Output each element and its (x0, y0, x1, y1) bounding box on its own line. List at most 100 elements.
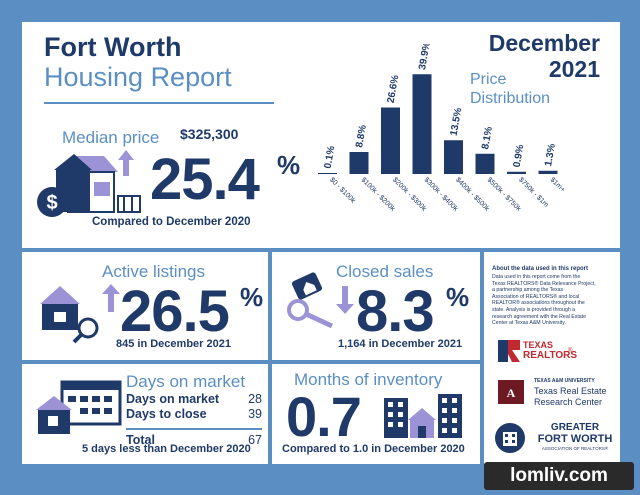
gfw-building-icon (495, 423, 525, 453)
category-tick-label: $0 - $100k (328, 176, 357, 205)
tamu-logo: A TEXAS A&M UNIVERSITY Texas Real Estate… (498, 378, 618, 408)
report-city-title: Fort Worth (44, 32, 182, 62)
active-listings-change: 26.5 (120, 279, 230, 344)
svg-text:A: A (507, 386, 516, 400)
dom-total-label: Total (126, 433, 155, 447)
price-bar (538, 170, 558, 174)
months-inventory-label: Months of inventory (294, 370, 443, 389)
bar-value-label: 26.6% (386, 74, 402, 104)
dom-total-value: 67 (248, 433, 262, 447)
bar-value-label: 39.9% (417, 44, 433, 71)
closed-sales-label: Closed sales (336, 262, 434, 281)
data-note-line: state. Analysis is provided through a (492, 306, 576, 313)
house-search-icon (40, 286, 99, 344)
price-bar (444, 140, 463, 174)
data-note-line: Center at Texas A&M University. (492, 320, 566, 327)
arrow-up-icon (102, 284, 120, 312)
bar-value-label: 1.3% (543, 143, 558, 167)
data-note-line: research agreement with the Real Estate (492, 313, 587, 320)
data-note-line: Texas REALTORS® Data Relevance Project, (492, 280, 596, 287)
table-row: Days on market 28 (126, 392, 262, 407)
gfw-line3: ASSOCIATION OF REALTORS® (541, 446, 609, 451)
tamu-small-text: TEXAS A&M UNIVERSITY (534, 378, 595, 384)
bar-value-label: 13.5% (449, 107, 465, 137)
texas-realtors-line1: TEXAS (523, 340, 554, 350)
arrow-down-icon (336, 286, 354, 314)
price-bar (318, 173, 337, 174)
chart-title: Price Distribution (470, 70, 550, 108)
tamu-line1: Texas Real Estate (534, 386, 607, 396)
median-price-change: 25.4 (150, 147, 260, 212)
bar-value-label: 0.9% (512, 144, 527, 168)
report-month: December (488, 30, 600, 56)
data-note-line: Association of REALTORS® and local (492, 293, 580, 300)
top-panel (22, 22, 620, 248)
table-total-row: Total 67 (126, 433, 262, 448)
report-subtitle: Housing Report (44, 62, 232, 92)
tamu-mark-icon: A (498, 380, 524, 404)
category-tick-label: $400k - $500k (454, 176, 491, 213)
watermark-badge: lomliv.com (484, 462, 634, 490)
category-tick-label: $1m+ (549, 176, 564, 193)
gfw-line1: GREATER (550, 422, 600, 433)
active-listings-caption: 845 in December 2021 (116, 338, 231, 350)
data-note-title: About the data used in this report (492, 266, 589, 272)
active-listings-pct-sign: % (240, 282, 264, 312)
house-money-icon: $ (37, 150, 141, 217)
texas-realtors-logo: TEXAS REALTORS ® (498, 338, 578, 364)
median-price-label: Median price (62, 128, 160, 147)
bar-value-label: 8.1% (480, 126, 495, 150)
table-divider (126, 428, 262, 430)
dom-row-label: Days on market (126, 392, 220, 406)
data-note-line: a partnership among the Texas (492, 287, 564, 294)
svg-text:$: $ (46, 192, 57, 214)
closed-sales-caption: 1,164 in December 2021 (338, 338, 463, 350)
report-year: 2021 (548, 56, 600, 82)
category-tick-label: $200k - $300k (391, 176, 428, 213)
category-tick-label: $500k - $750k (486, 176, 523, 213)
active-listings-label: Active listings (102, 262, 205, 281)
median-price-caption: Compared to December 2020 (92, 216, 251, 228)
calendar-house-icon (36, 380, 122, 434)
price-bar (507, 171, 526, 174)
months-inventory-caption: Compared to 1.0 in December 2020 (282, 443, 465, 455)
report-date: December 2021 (458, 30, 600, 82)
chart-title-line2: Distribution (470, 90, 551, 107)
price-bar (349, 152, 369, 174)
closed-sales-change: 8.3 (356, 279, 435, 344)
data-note-line: REALTOR® associations throughout the (492, 300, 585, 307)
tamu-line2: Research Center (534, 397, 603, 407)
months-inventory-value: 0.7 (286, 385, 362, 448)
dom-row-value: 39 (248, 407, 262, 421)
title-rule (44, 102, 274, 104)
texas-realtors-line2: REALTORS (523, 350, 578, 361)
bar-value-label: 8.8% (354, 124, 369, 148)
table-row: Days to close 39 (126, 407, 262, 422)
category-tick-label: $300k - $400k (423, 176, 460, 213)
data-note: About the data used in this report Data … (492, 266, 616, 327)
bar-value-label: 0.1% (323, 145, 338, 169)
gfw-line2: FORT WORTH (537, 433, 613, 445)
category-tick-label: $750k - $1m (517, 176, 550, 209)
days-on-market-table: Days on market 28 Days to close 39 Total… (126, 392, 262, 448)
chart-title-line1: Price (470, 71, 507, 88)
price-bar (475, 153, 495, 174)
dom-row-value: 28 (248, 392, 262, 406)
category-tick-label: $100k - $200k (360, 176, 397, 213)
days-on-market-label: Days on market (126, 372, 246, 391)
closed-sales-pct-sign: % (446, 282, 470, 312)
house-key-icon (287, 272, 334, 329)
median-price-value: $325,300 (180, 126, 239, 142)
days-on-market-caption: 5 days less than December 2020 (82, 443, 251, 455)
gfw-logo: GREATER FORT WORTH ASSOCIATION OF REALTO… (494, 420, 618, 456)
buildings-icon (384, 394, 462, 438)
dom-row-label: Days to close (126, 407, 207, 421)
price-bar (412, 74, 432, 174)
texas-realtors-registered-mark: ® (568, 348, 573, 354)
price-distribution-chart: 0.1% $0 - $100k 8.8% $100k - $200k 26.6% $200… (318, 44, 564, 213)
texas-realtors-mark-icon (498, 340, 520, 362)
data-note-body: Data used in this report come from the T… (492, 274, 616, 327)
price-bar (381, 107, 400, 174)
data-note-line: Data used in this report come from the (492, 274, 581, 280)
median-price-pct-sign: % (277, 150, 301, 180)
